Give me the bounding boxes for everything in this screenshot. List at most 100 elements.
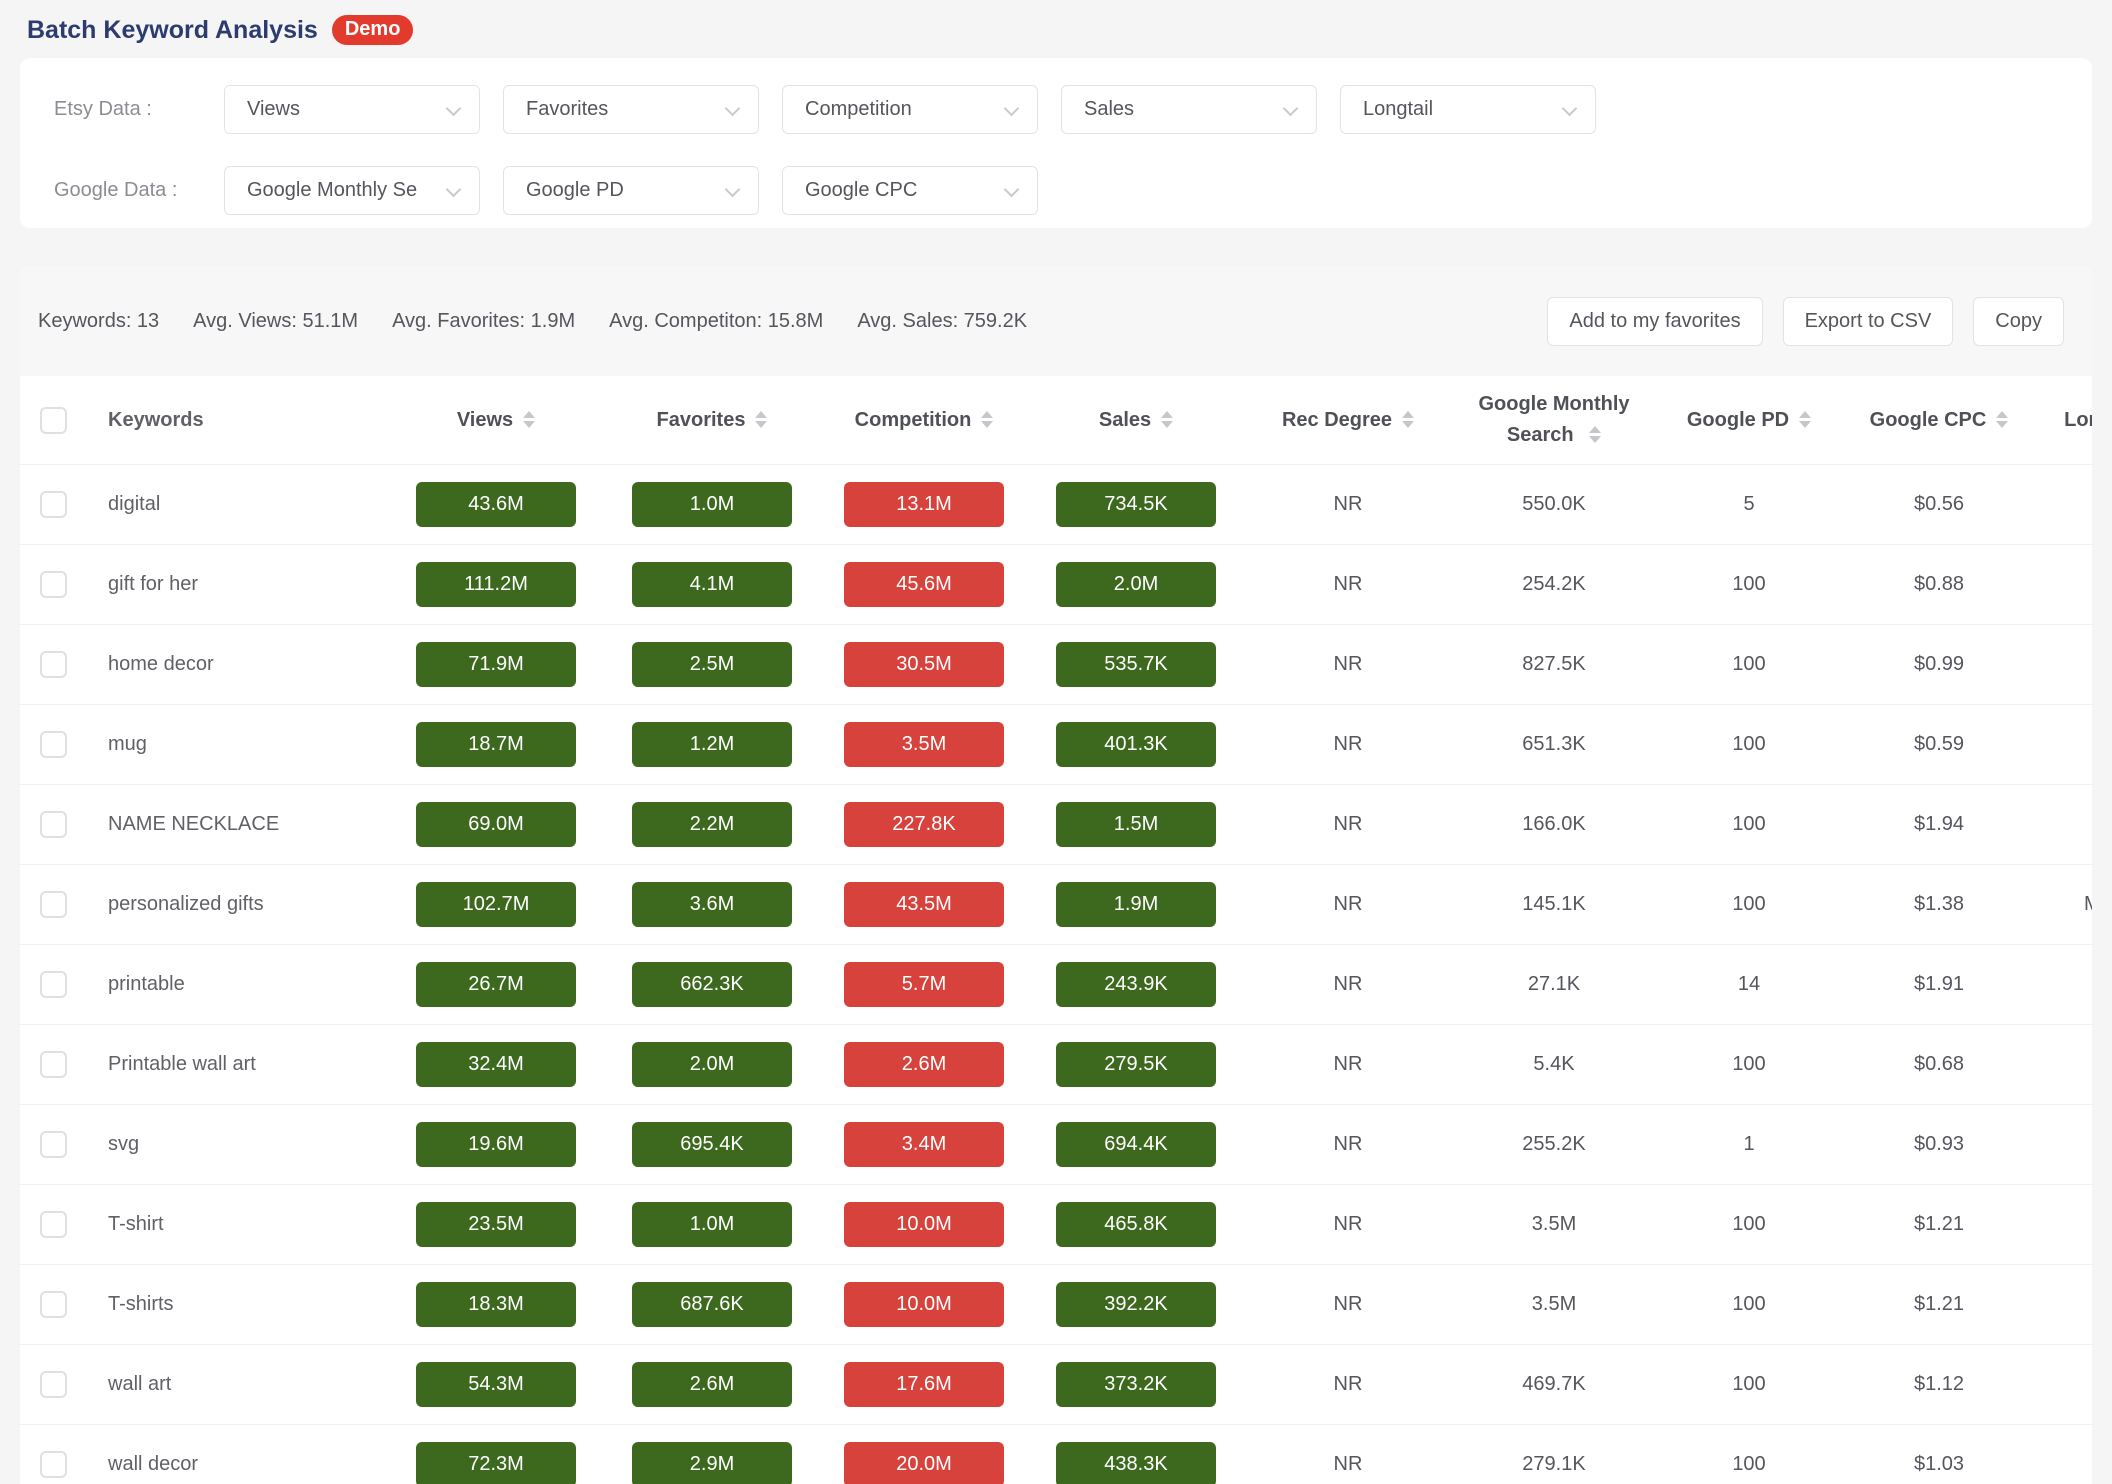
- google-pd-cell: 100: [1732, 1213, 1766, 1235]
- sales-badge: 535.7K: [1056, 642, 1216, 687]
- google-dropdown-monthly-search[interactable]: Google Monthly Se: [224, 166, 480, 215]
- keyword-cell: svg: [108, 1133, 140, 1155]
- row-checkbox[interactable]: [39, 491, 67, 518]
- etsy-data-row: Etsy Data : Views Favorites Competition …: [34, 85, 2058, 134]
- header-longtail[interactable]: Longtail: [2064, 408, 2092, 431]
- keyword-cell: mug: [108, 733, 147, 755]
- competition-badge: 5.7M: [844, 962, 1004, 1007]
- longtail-cell: No: [2034, 733, 2092, 756]
- chevron-down-icon: [1561, 100, 1578, 117]
- header-competition[interactable]: Competition: [818, 405, 1030, 436]
- row-checkbox-cell: [20, 891, 86, 918]
- table-header-row: Keywords Views Favorites Competition Sal…: [20, 376, 2092, 464]
- google-cpc-cell: $0.59: [1913, 733, 1965, 755]
- google-pd-cell: 100: [1732, 1293, 1766, 1315]
- competition-badge: 17.6M: [844, 1362, 1004, 1407]
- google-cpc-cell: $1.94: [1913, 813, 1965, 835]
- dropdown-value: Google PD: [526, 179, 624, 201]
- header-google-pd[interactable]: Google PD: [1654, 405, 1844, 436]
- select-all-checkbox[interactable]: [39, 406, 67, 434]
- header-rec-degree[interactable]: Rec Degree: [1242, 405, 1454, 436]
- sort-icon[interactable]: [981, 410, 994, 428]
- row-checkbox[interactable]: [39, 1371, 67, 1398]
- etsy-dropdown-sales[interactable]: Sales: [1061, 85, 1317, 134]
- competition-badge: 10.0M: [844, 1282, 1004, 1327]
- etsy-dropdown-views[interactable]: Views: [224, 85, 480, 134]
- copy-button[interactable]: Copy: [1973, 296, 2064, 346]
- table-row: printable 26.7M 662.3K 5.7M 243.9K NR 27.1K 14 $…: [20, 944, 2092, 1024]
- longtail-cell: No: [2034, 1213, 2092, 1236]
- row-checkbox[interactable]: [39, 1291, 67, 1318]
- sales-badge: 465.8K: [1056, 1202, 1216, 1247]
- row-checkbox[interactable]: [39, 571, 67, 598]
- export-csv-button[interactable]: Export to CSV: [1782, 296, 1954, 346]
- google-data-row: Google Data : Google Monthly Se Google P…: [34, 166, 2058, 215]
- competition-badge: 3.5M: [844, 722, 1004, 767]
- sort-icon[interactable]: [1799, 410, 1812, 428]
- row-checkbox[interactable]: [39, 811, 67, 838]
- sort-icon[interactable]: [1589, 426, 1602, 444]
- row-checkbox-cell: [20, 1451, 86, 1478]
- etsy-dropdown-favorites[interactable]: Favorites: [503, 85, 759, 134]
- sort-icon[interactable]: [1402, 410, 1415, 428]
- sales-badge: 373.2K: [1056, 1362, 1216, 1407]
- stat-avg-views: Avg. Views: 51.1M: [193, 309, 359, 332]
- keyword-cell: home decor: [108, 653, 214, 675]
- dropdown-value: Longtail: [1363, 98, 1434, 120]
- header-views[interactable]: Views: [386, 405, 606, 436]
- sort-icon[interactable]: [755, 410, 768, 428]
- sort-icon[interactable]: [1996, 410, 2009, 428]
- longtail-cell: No: [2034, 1133, 2092, 1156]
- views-badge: 23.5M: [416, 1202, 576, 1247]
- header-google-monthly-search[interactable]: Google Monthly Search: [1478, 393, 1630, 446]
- add-to-favorites-button[interactable]: Add to my favorites: [1547, 296, 1763, 346]
- header-favorites[interactable]: Favorites: [606, 405, 818, 436]
- dropdown-value: Views: [247, 98, 300, 120]
- rec-degree-cell: NR: [1333, 893, 1363, 915]
- row-checkbox[interactable]: [39, 1211, 67, 1238]
- sales-badge: 279.5K: [1056, 1042, 1216, 1087]
- row-checkbox[interactable]: [39, 1051, 67, 1078]
- rec-degree-cell: NR: [1333, 1213, 1363, 1235]
- row-checkbox[interactable]: [39, 651, 67, 678]
- row-checkbox[interactable]: [39, 1451, 67, 1478]
- google-pd-cell: 14: [1737, 973, 1761, 995]
- stat-avg-favorites: Avg. Favorites: 1.9M: [392, 309, 576, 332]
- sort-icon[interactable]: [523, 410, 536, 428]
- results-panel: Keywords: 13 Avg. Views: 51.1M Avg. Favo…: [20, 266, 2092, 1484]
- header-google-cpc[interactable]: Google CPC: [1844, 405, 2034, 436]
- google-pd-cell: 100: [1732, 733, 1766, 755]
- etsy-dropdown-longtail[interactable]: Longtail: [1340, 85, 1596, 134]
- chevron-down-icon: [1003, 100, 1020, 117]
- google-monthly-search-cell: 3.5M: [1531, 1293, 1577, 1315]
- etsy-data-label: Etsy Data :: [54, 98, 152, 120]
- google-dropdown-cpc[interactable]: Google CPC: [782, 166, 1038, 215]
- etsy-dropdown-competition[interactable]: Competition: [782, 85, 1038, 134]
- row-checkbox[interactable]: [39, 971, 67, 998]
- google-dropdown-pd[interactable]: Google PD: [503, 166, 759, 215]
- favorites-badge: 1.0M: [632, 1202, 792, 1247]
- competition-badge: 13.1M: [844, 482, 1004, 527]
- google-cpc-cell: $0.68: [1913, 1053, 1965, 1075]
- chevron-down-icon: [445, 100, 462, 117]
- header-sales[interactable]: Sales: [1030, 405, 1242, 436]
- chevron-down-icon: [445, 181, 462, 198]
- row-checkbox[interactable]: [39, 731, 67, 758]
- google-monthly-search-cell: 651.3K: [1522, 733, 1586, 755]
- table-row: home decor 71.9M 2.5M 30.5M 535.7K NR 827.5K 10…: [20, 624, 2092, 704]
- demo-badge: Demo: [331, 15, 414, 45]
- sales-badge: 694.4K: [1056, 1122, 1216, 1167]
- sales-badge: 734.5K: [1056, 482, 1216, 527]
- row-checkbox-cell: [20, 571, 86, 598]
- google-cpc-cell: $1.38: [1913, 893, 1965, 915]
- sort-icon[interactable]: [1161, 410, 1174, 428]
- longtail-cell: Maybe: [2034, 893, 2092, 916]
- google-monthly-search-cell: 279.1K: [1522, 1453, 1586, 1475]
- views-badge: 32.4M: [416, 1042, 576, 1087]
- row-checkbox[interactable]: [39, 1131, 67, 1158]
- sales-badge: 401.3K: [1056, 722, 1216, 767]
- rec-degree-cell: NR: [1333, 1053, 1363, 1075]
- row-checkbox[interactable]: [39, 891, 67, 918]
- google-monthly-search-cell: 550.0K: [1522, 493, 1586, 515]
- google-monthly-search-cell: 255.2K: [1522, 1133, 1586, 1155]
